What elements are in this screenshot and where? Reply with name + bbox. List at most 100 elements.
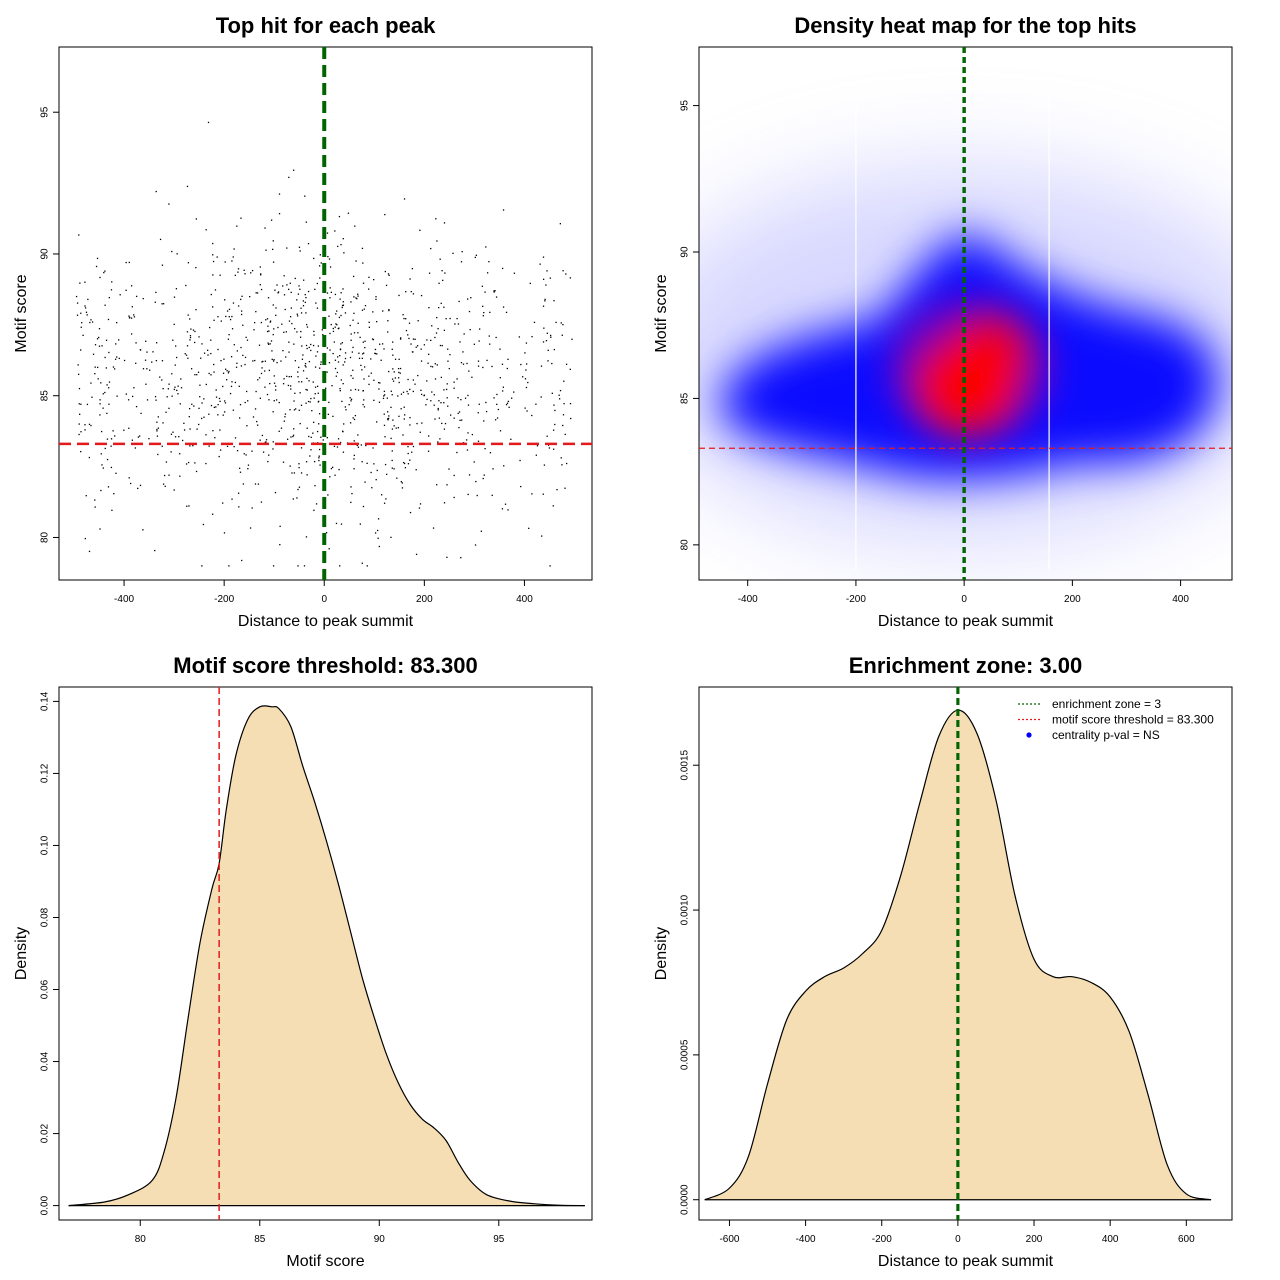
- scatter-point: [352, 346, 354, 349]
- scatter-point: [467, 404, 470, 406]
- scatter-point: [305, 221, 307, 223]
- scatter-point: [358, 352, 360, 354]
- scatter-point: [142, 529, 144, 531]
- scatter-point: [449, 353, 451, 356]
- scatter-point: [225, 368, 227, 370]
- scatter-point: [494, 419, 497, 421]
- scatter-point: [458, 426, 460, 429]
- scatter-point: [350, 339, 352, 341]
- scatter-point: [560, 322, 562, 324]
- scatter-point: [436, 316, 438, 319]
- scatter-point: [165, 411, 167, 413]
- scatter-point: [273, 328, 275, 330]
- scatter-point: [467, 394, 469, 397]
- scatter-point: [84, 307, 87, 309]
- scatter-point: [466, 449, 469, 451]
- scatter-point: [128, 317, 131, 319]
- x-tick-label: 200: [1026, 1234, 1043, 1245]
- scatter-point: [223, 400, 226, 402]
- scatter-point: [88, 423, 91, 426]
- scatter-point: [80, 450, 82, 453]
- scatter-point: [396, 477, 398, 479]
- scatter-point: [489, 311, 491, 314]
- scatter-point: [242, 354, 244, 357]
- scatter-point: [478, 403, 480, 405]
- scatter-point: [467, 493, 469, 496]
- scatter-point: [101, 345, 103, 347]
- scatter-point: [175, 288, 178, 290]
- scatter-point: [417, 374, 419, 377]
- scatter-point: [437, 409, 439, 411]
- scatter-point: [409, 278, 411, 280]
- scatter-point: [118, 357, 120, 360]
- scatter-point: [329, 297, 331, 299]
- scatter-point: [435, 332, 438, 334]
- scatter-point: [268, 330, 270, 332]
- scatter-point: [338, 468, 340, 471]
- scatter-point: [363, 366, 366, 368]
- scatter-point: [259, 439, 261, 441]
- scatter-point: [269, 343, 271, 345]
- scatter-point: [339, 348, 342, 350]
- scatter-point: [148, 437, 150, 440]
- scatter-point: [174, 436, 177, 438]
- scatter-point: [84, 537, 87, 540]
- scatter-point: [384, 270, 386, 273]
- scatter-point: [340, 243, 342, 246]
- scatter-point: [257, 379, 259, 381]
- scatter-point: [423, 344, 426, 346]
- scatter-point: [461, 250, 463, 253]
- scatter-point: [194, 462, 196, 464]
- scatter-point: [272, 240, 274, 242]
- scatter-point: [317, 392, 319, 394]
- scatter-point: [434, 336, 436, 339]
- scatter-point: [265, 439, 268, 441]
- scatter-point: [410, 343, 412, 345]
- scatter-point: [201, 417, 203, 420]
- scatter-point: [387, 417, 390, 420]
- scatter-point: [84, 281, 86, 283]
- scatter-point: [359, 336, 361, 339]
- scatter-point: [199, 396, 201, 398]
- scatter-point: [99, 414, 101, 416]
- scatter-point: [244, 363, 246, 366]
- scatter-point: [306, 323, 308, 326]
- scatter-point: [241, 559, 243, 562]
- scatter-point: [293, 343, 295, 345]
- scatter-point: [272, 304, 274, 306]
- scatter-point: [86, 403, 89, 406]
- scatter-point: [212, 306, 214, 308]
- scatter-point: [420, 389, 422, 391]
- scatter-point: [412, 338, 415, 340]
- scatter-point: [406, 390, 408, 393]
- scatter-point: [290, 291, 292, 294]
- scatter-point: [313, 509, 315, 511]
- scatter-point: [203, 416, 205, 418]
- scatter-point: [319, 464, 321, 466]
- scatter-point: [392, 354, 394, 356]
- scatter-point: [414, 383, 416, 385]
- scatter-point: [402, 434, 404, 436]
- scatter-point: [402, 391, 405, 393]
- scatter-point: [354, 225, 356, 227]
- scatter-point: [327, 255, 329, 258]
- scatter-point: [318, 459, 320, 462]
- scatter-point: [383, 413, 385, 415]
- scatter-point: [428, 306, 430, 309]
- scatter-point: [352, 369, 354, 371]
- scatter-point: [189, 407, 191, 410]
- scatter-point: [336, 356, 339, 358]
- scatter-point: [238, 417, 241, 419]
- scatter-point: [397, 367, 400, 370]
- scatter-point: [269, 320, 272, 322]
- scatter-point: [403, 198, 406, 200]
- scatter-point: [189, 335, 192, 337]
- scatter-point: [341, 342, 344, 344]
- scatter-point: [443, 306, 445, 308]
- scatter-point: [278, 193, 281, 195]
- scatter-point: [175, 345, 177, 347]
- scatter-point: [443, 428, 446, 430]
- scatter-point: [286, 438, 289, 440]
- scatter-point: [273, 400, 275, 402]
- scatter-point: [230, 385, 233, 388]
